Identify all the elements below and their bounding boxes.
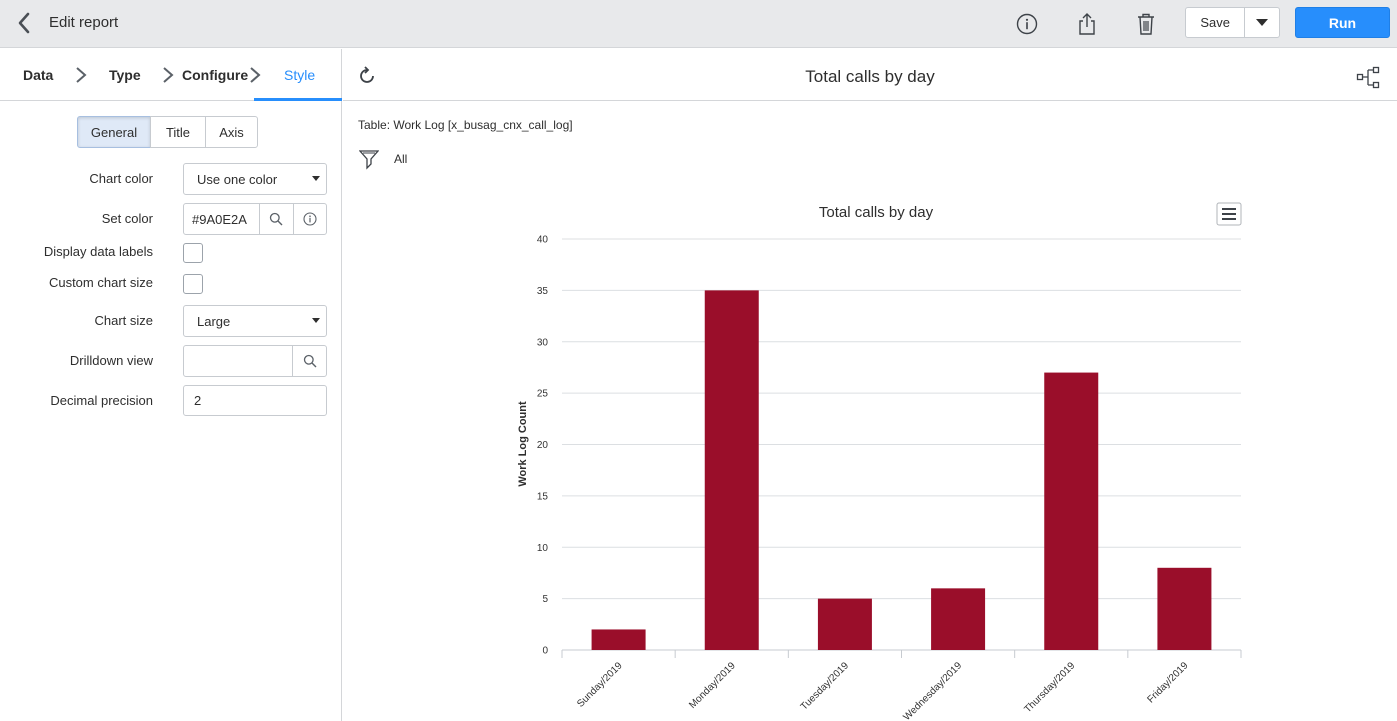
custom-size-checkbox[interactable] <box>183 274 203 294</box>
set-color-group <box>183 203 327 235</box>
chevron-right-icon <box>163 67 174 83</box>
step-navigation: Data Type Configure Style <box>0 49 342 101</box>
hierarchy-icon[interactable] <box>1356 66 1380 90</box>
step-configure[interactable]: Configure <box>182 67 249 83</box>
drilldown-input[interactable] <box>184 346 292 376</box>
y-tick-label: 0 <box>542 646 548 657</box>
report-title: Total calls by day <box>805 67 935 86</box>
refresh-icon[interactable] <box>357 66 377 86</box>
y-tick-label: 20 <box>537 440 549 451</box>
decimal-input[interactable] <box>183 385 327 416</box>
page-title: Edit report <box>49 14 119 31</box>
chart-size-select[interactable]: Large <box>183 305 327 337</box>
y-axis-label: Work Log Count <box>517 401 529 487</box>
drilldown-group <box>183 345 327 377</box>
y-tick-label: 30 <box>537 337 549 348</box>
x-tick-label: Friday/2019 <box>1145 660 1190 705</box>
display-labels-checkbox[interactable] <box>183 243 203 263</box>
x-tick-label: Monday/2019 <box>687 660 738 711</box>
step-style[interactable]: Style <box>284 67 316 83</box>
x-tick-label: Tuesday/2019 <box>799 660 852 713</box>
chevron-right-icon <box>76 67 87 83</box>
bar-chart: Total calls by day Work Log Count 0 5 10 15… <box>517 202 1242 721</box>
caret-down-icon <box>1256 18 1269 26</box>
table-info: Table: Work Log [x_busag_cnx_call_log] <box>358 118 573 132</box>
search-icon <box>270 212 283 226</box>
top-header: Edit report Save Run <box>0 0 1397 48</box>
bar-tuesday[interactable] <box>817 598 872 650</box>
step-data[interactable]: Data <box>23 67 54 83</box>
chart-color-value: Use one color <box>197 172 278 187</box>
chart-bars <box>591 290 1212 650</box>
decimal-label: Decimal precision <box>50 393 153 408</box>
y-tick-label: 40 <box>537 235 549 246</box>
chart-grid <box>562 238 1241 651</box>
share-button[interactable] <box>1073 10 1101 38</box>
x-tick-label: Wednesday/2019 <box>902 660 965 721</box>
chevron-right-icon <box>250 67 261 83</box>
chart-color-label: Chart color <box>89 171 153 186</box>
bar-wednesday[interactable] <box>931 588 986 650</box>
preview-toolbar: Total calls by day <box>343 49 1397 101</box>
config-panel: Data Type Configure Style General Title … <box>0 49 342 721</box>
bar-thursday[interactable] <box>1044 372 1099 650</box>
info-icon <box>1016 13 1038 35</box>
set-color-input[interactable] <box>184 204 259 234</box>
chevron-left-icon <box>18 12 30 34</box>
x-axis-ticks: Sunday/2019 Monday/2019 Tuesday/2019 Wednes… <box>561 650 1242 721</box>
save-button[interactable]: Save <box>1186 8 1246 37</box>
set-color-label: Set color <box>101 211 153 226</box>
info-icon <box>303 212 317 226</box>
x-tick-label: Sunday/2019 <box>575 660 625 710</box>
filter-icon[interactable] <box>359 149 379 171</box>
caret-down-icon <box>312 318 320 323</box>
active-step-indicator <box>254 98 342 101</box>
y-tick-label: 5 <box>542 594 548 605</box>
x-tick-label: Thursday/2019 <box>1022 660 1077 715</box>
chart-size-value: Large <box>197 314 231 329</box>
step-type[interactable]: Type <box>109 67 141 83</box>
chart-menu-button[interactable] <box>1216 202 1242 226</box>
delete-button[interactable] <box>1132 10 1160 38</box>
caret-down-icon <box>312 176 320 181</box>
chart-title: Total calls by day <box>819 204 934 221</box>
share-icon <box>1079 13 1095 35</box>
run-button[interactable]: Run <box>1295 7 1390 38</box>
drilldown-label: Drilldown view <box>69 353 153 368</box>
color-lookup-button[interactable] <box>259 204 293 234</box>
info-button[interactable] <box>1013 10 1041 38</box>
chart-size-label: Chart size <box>94 313 153 328</box>
report-preview: Total calls by day Table: Work Log [x_bu… <box>343 49 1397 721</box>
bar-friday[interactable] <box>1157 567 1212 650</box>
save-button-group: Save <box>1185 7 1280 38</box>
trash-icon <box>1138 13 1154 35</box>
custom-size-label: Custom chart size <box>48 275 153 290</box>
display-labels-label: Display data labels <box>43 244 153 259</box>
y-tick-label: 35 <box>537 286 549 297</box>
y-tick-label: 10 <box>537 543 549 554</box>
chart-color-select[interactable]: Use one color <box>183 163 327 195</box>
back-button[interactable] <box>10 8 38 38</box>
bar-sunday[interactable] <box>591 629 646 650</box>
y-axis-ticks: 0 5 10 15 20 25 30 35 40 <box>537 235 549 657</box>
style-tabs: General Title Axis <box>77 116 258 148</box>
tab-general[interactable]: General <box>77 116 151 148</box>
y-tick-label: 25 <box>537 389 549 400</box>
y-tick-label: 15 <box>537 491 549 502</box>
color-info-button[interactable] <box>292 204 327 234</box>
search-icon <box>303 354 316 368</box>
bar-monday[interactable] <box>704 290 759 650</box>
save-options-button[interactable] <box>1245 8 1279 37</box>
tab-axis[interactable]: Axis <box>205 116 258 148</box>
tab-title[interactable]: Title <box>150 116 206 148</box>
hamburger-icon <box>1222 208 1236 220</box>
drilldown-lookup-button[interactable] <box>292 346 326 376</box>
filter-condition: All <box>394 152 408 166</box>
